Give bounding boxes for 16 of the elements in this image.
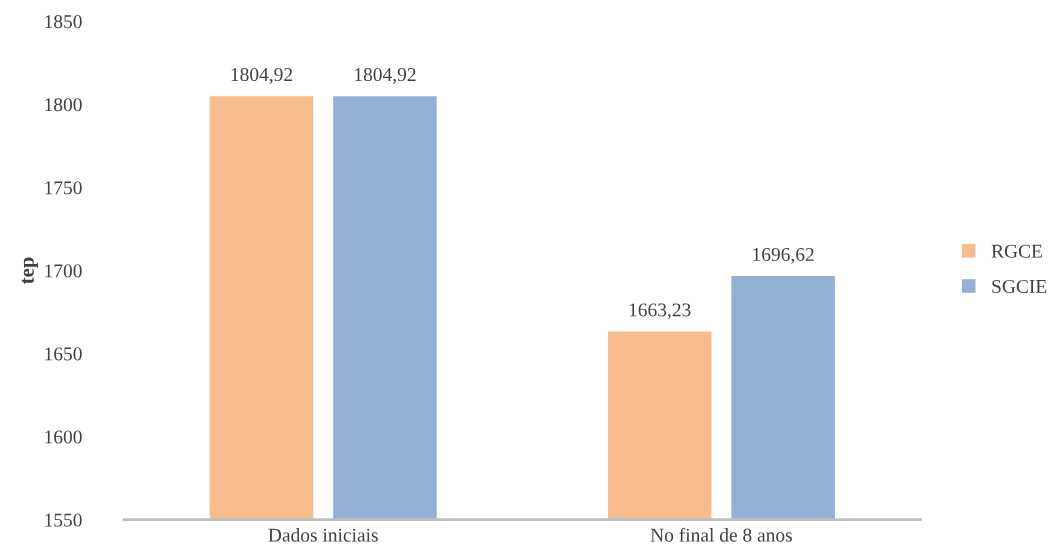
legend-label: RGCE xyxy=(991,244,1042,258)
y-tick-label: 1850 xyxy=(45,15,82,29)
x-tick-label: Dados iniciais xyxy=(268,528,378,542)
data-label: 1663,23 xyxy=(629,303,691,320)
y-axis-title: tep xyxy=(21,257,39,285)
y-tick-label: 1750 xyxy=(45,181,82,195)
y-tick-label: 1800 xyxy=(45,98,82,112)
y-tick-label: 1650 xyxy=(45,347,82,361)
y-tick-label: 1700 xyxy=(45,264,82,278)
y-tick-label: 1600 xyxy=(45,430,82,444)
data-label: 1696,62 xyxy=(753,247,814,264)
data-label: 1804,92 xyxy=(355,67,416,84)
y-tick-label: 1550 xyxy=(45,513,82,527)
legend-label: SGCIE xyxy=(992,279,1047,294)
data-label: 1804,92 xyxy=(231,67,293,84)
x-tick-label: No final de 8 anos xyxy=(650,527,792,542)
